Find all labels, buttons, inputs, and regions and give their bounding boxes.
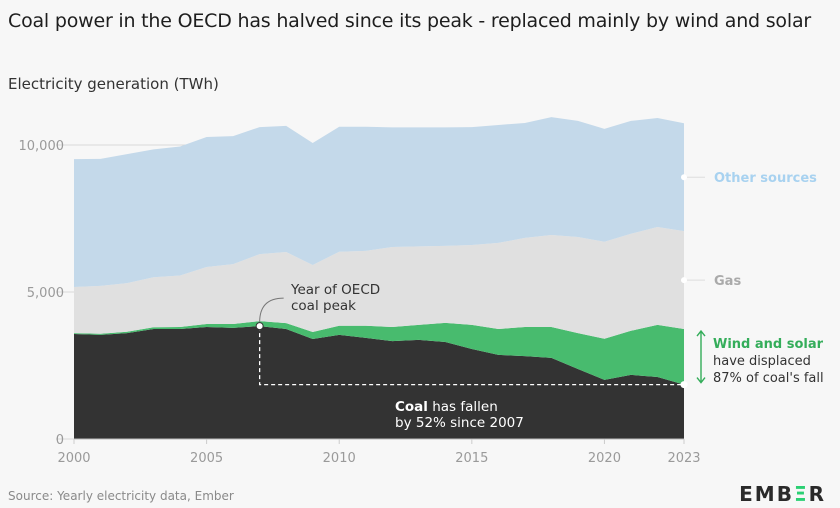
ember-logo: EMBΞR <box>739 482 826 506</box>
coal-annotation-line1: Coal has fallen <box>395 399 498 415</box>
coal-peak-marker <box>255 322 264 331</box>
legend-label-wind-and-solar: Wind and solar <box>713 337 824 352</box>
legend-label-gas: Gas <box>714 274 741 289</box>
x-tick-label: 2015 <box>455 451 488 466</box>
x-tick-label: 2020 <box>588 451 621 466</box>
peak-annotation-line2: coal peak <box>291 298 356 314</box>
coal-annotation-bold: Coal <box>395 399 428 415</box>
legend-label-other-sources: Other sources <box>714 171 817 186</box>
x-tick-label: 2010 <box>323 451 356 466</box>
area-coal <box>74 326 684 439</box>
area-wind-and-solar <box>74 321 684 385</box>
peak-annotation-line1: Year of OECD <box>290 282 380 298</box>
x-tick-label: 2000 <box>57 451 90 466</box>
wind-solar-note-line2: have displaced <box>713 354 811 369</box>
wind-solar-note-line3: 87% of coal's fall <box>713 371 824 386</box>
y-tick-label: 0 <box>56 433 64 448</box>
y-tick-label: 10,000 <box>19 139 65 154</box>
coal-annotation-rest: has fallen <box>428 399 498 415</box>
coal-2023-marker <box>680 381 688 389</box>
chart-subtitle: Electricity generation (TWh) <box>8 75 219 93</box>
double-arrow-icon <box>696 329 706 384</box>
area-other-sources <box>74 117 684 288</box>
x-tick-label: 2023 <box>667 451 700 466</box>
other-sources-legend-dot <box>681 174 687 181</box>
x-tick-label: 2005 <box>190 451 223 466</box>
peak-callout-line <box>259 297 284 323</box>
area-gas <box>74 227 684 339</box>
coal-annotation-line2: by 52% since 2007 <box>395 415 524 431</box>
y-tick-label: 5,000 <box>27 286 64 301</box>
coal-decline-dashed-line <box>259 326 684 386</box>
gas-legend-dot <box>681 277 687 284</box>
chart-title: Coal power in the OECD has halved since … <box>8 10 811 32</box>
source-note: Source: Yearly electricity data, Ember <box>8 489 234 503</box>
